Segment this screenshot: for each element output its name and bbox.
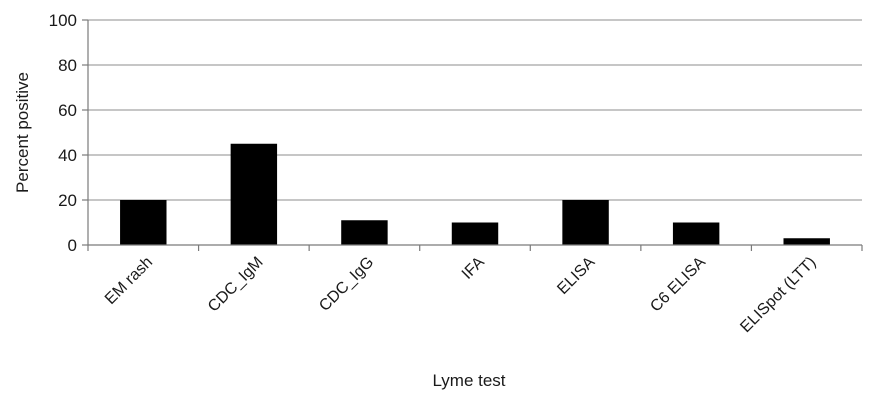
x-tick-label: ELISpot (LTT) [737,254,819,336]
y-tick-label: 20 [58,191,77,210]
gridlines [88,19,862,201]
bar [341,220,388,245]
x-tick-label: ELISA [554,254,598,298]
bar [120,200,167,245]
axes [87,20,862,246]
x-tick-label: C6 ELISA [647,254,709,316]
y-tick-labels: 0 20 40 60 80 100 [49,11,88,255]
x-axis-title: Lyme test [432,371,505,390]
bar [672,222,720,245]
bar [230,143,278,245]
y-tick-label: 80 [58,56,77,75]
y-tick-label: 0 [68,236,77,255]
bars [120,143,830,245]
bar [783,238,830,245]
y-tick-label: 40 [58,146,77,165]
y-tick-label: 60 [58,101,77,120]
y-axis-title: Percent positive [13,72,32,193]
x-tick-label: CDC_IgG [316,254,377,315]
x-tick-label: CDC_IgM [205,254,267,316]
x-tick-label: EM rash [102,254,156,308]
y-tick-label: 100 [49,11,77,30]
bar [451,222,499,245]
x-tick-label: IFA [459,254,488,283]
x-tick-labels: EM rash CDC_IgM CDC_IgG IFA ELISA C6 ELISA ELI… [87,245,863,336]
bar [562,200,609,245]
